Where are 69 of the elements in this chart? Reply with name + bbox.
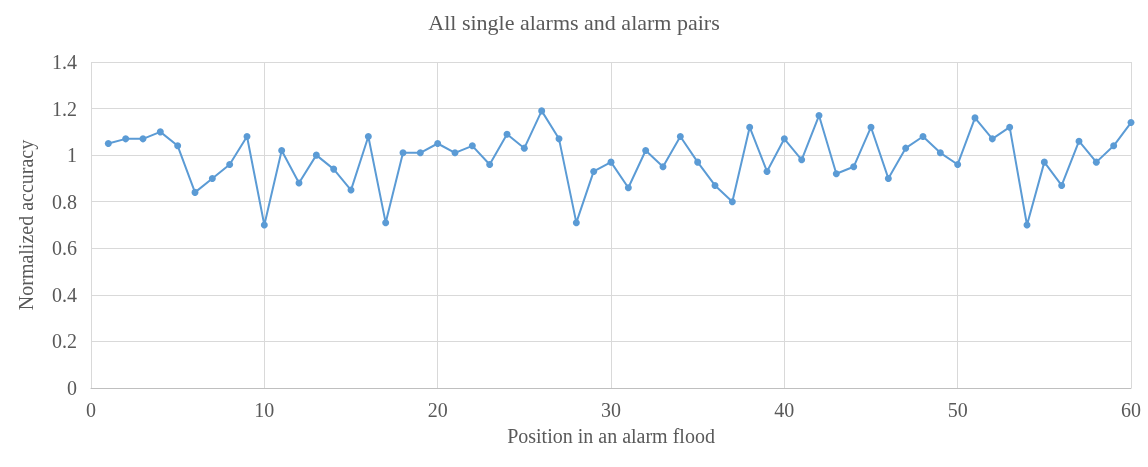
y-tick-label: 1.4	[52, 51, 77, 73]
point	[520, 144, 528, 152]
point	[416, 149, 424, 157]
point	[867, 123, 875, 131]
point	[780, 135, 788, 143]
point	[1110, 142, 1118, 150]
x-axis-title: Position in an alarm flood	[507, 425, 715, 447]
point	[763, 167, 771, 175]
x-tick-label: 60	[1121, 399, 1141, 421]
point	[884, 174, 892, 182]
point	[1006, 123, 1014, 131]
point	[728, 198, 736, 206]
point	[815, 112, 823, 120]
chart-title: All single alarms and alarm pairs	[428, 9, 720, 35]
point	[122, 135, 130, 143]
y-tick-label: 1	[67, 144, 77, 167]
point	[226, 160, 234, 168]
x-tick-label: 30	[601, 399, 621, 421]
point	[278, 146, 286, 154]
point	[902, 144, 910, 152]
point	[104, 140, 112, 147]
y-tick-label: 0.8	[52, 190, 77, 213]
x-tick-label: 10	[254, 399, 275, 421]
y-tick-label: 1.2	[52, 97, 77, 120]
point	[659, 163, 667, 171]
point	[919, 133, 927, 141]
point	[676, 133, 684, 141]
point	[936, 149, 944, 157]
point	[156, 128, 164, 136]
x-tick-label: 40	[774, 399, 795, 421]
point	[399, 149, 407, 157]
point	[642, 146, 650, 154]
point	[468, 142, 476, 150]
point	[572, 219, 580, 227]
y-tick-label: 0.6	[52, 237, 77, 260]
point	[832, 170, 840, 178]
point	[434, 140, 442, 147]
point	[208, 174, 216, 182]
point	[798, 156, 806, 164]
x-tick-label: 20	[427, 399, 448, 421]
y-tick-label: 0.4	[52, 283, 77, 306]
point	[954, 160, 962, 168]
point	[711, 181, 719, 189]
x-tick-label: 0	[86, 399, 96, 421]
point	[1127, 119, 1135, 127]
y-tick-label: 0	[67, 377, 77, 399]
point	[486, 160, 494, 168]
point	[364, 133, 372, 141]
point	[1092, 158, 1100, 166]
point	[538, 107, 546, 115]
x-tick-label: 50	[947, 399, 968, 421]
point	[451, 149, 459, 157]
point	[1058, 181, 1066, 189]
point	[330, 165, 338, 173]
point	[260, 221, 268, 229]
point	[1040, 158, 1048, 166]
point	[174, 142, 182, 150]
point	[382, 219, 390, 227]
y-tick-label: 0.2	[52, 330, 77, 353]
point	[694, 158, 702, 166]
point	[590, 167, 598, 175]
point	[988, 135, 996, 143]
point	[746, 123, 754, 131]
point	[191, 188, 199, 196]
point	[243, 133, 251, 141]
point	[850, 163, 858, 171]
y-axis-title: Normalized accuracy	[15, 139, 38, 311]
point	[312, 151, 320, 159]
point	[624, 184, 632, 192]
